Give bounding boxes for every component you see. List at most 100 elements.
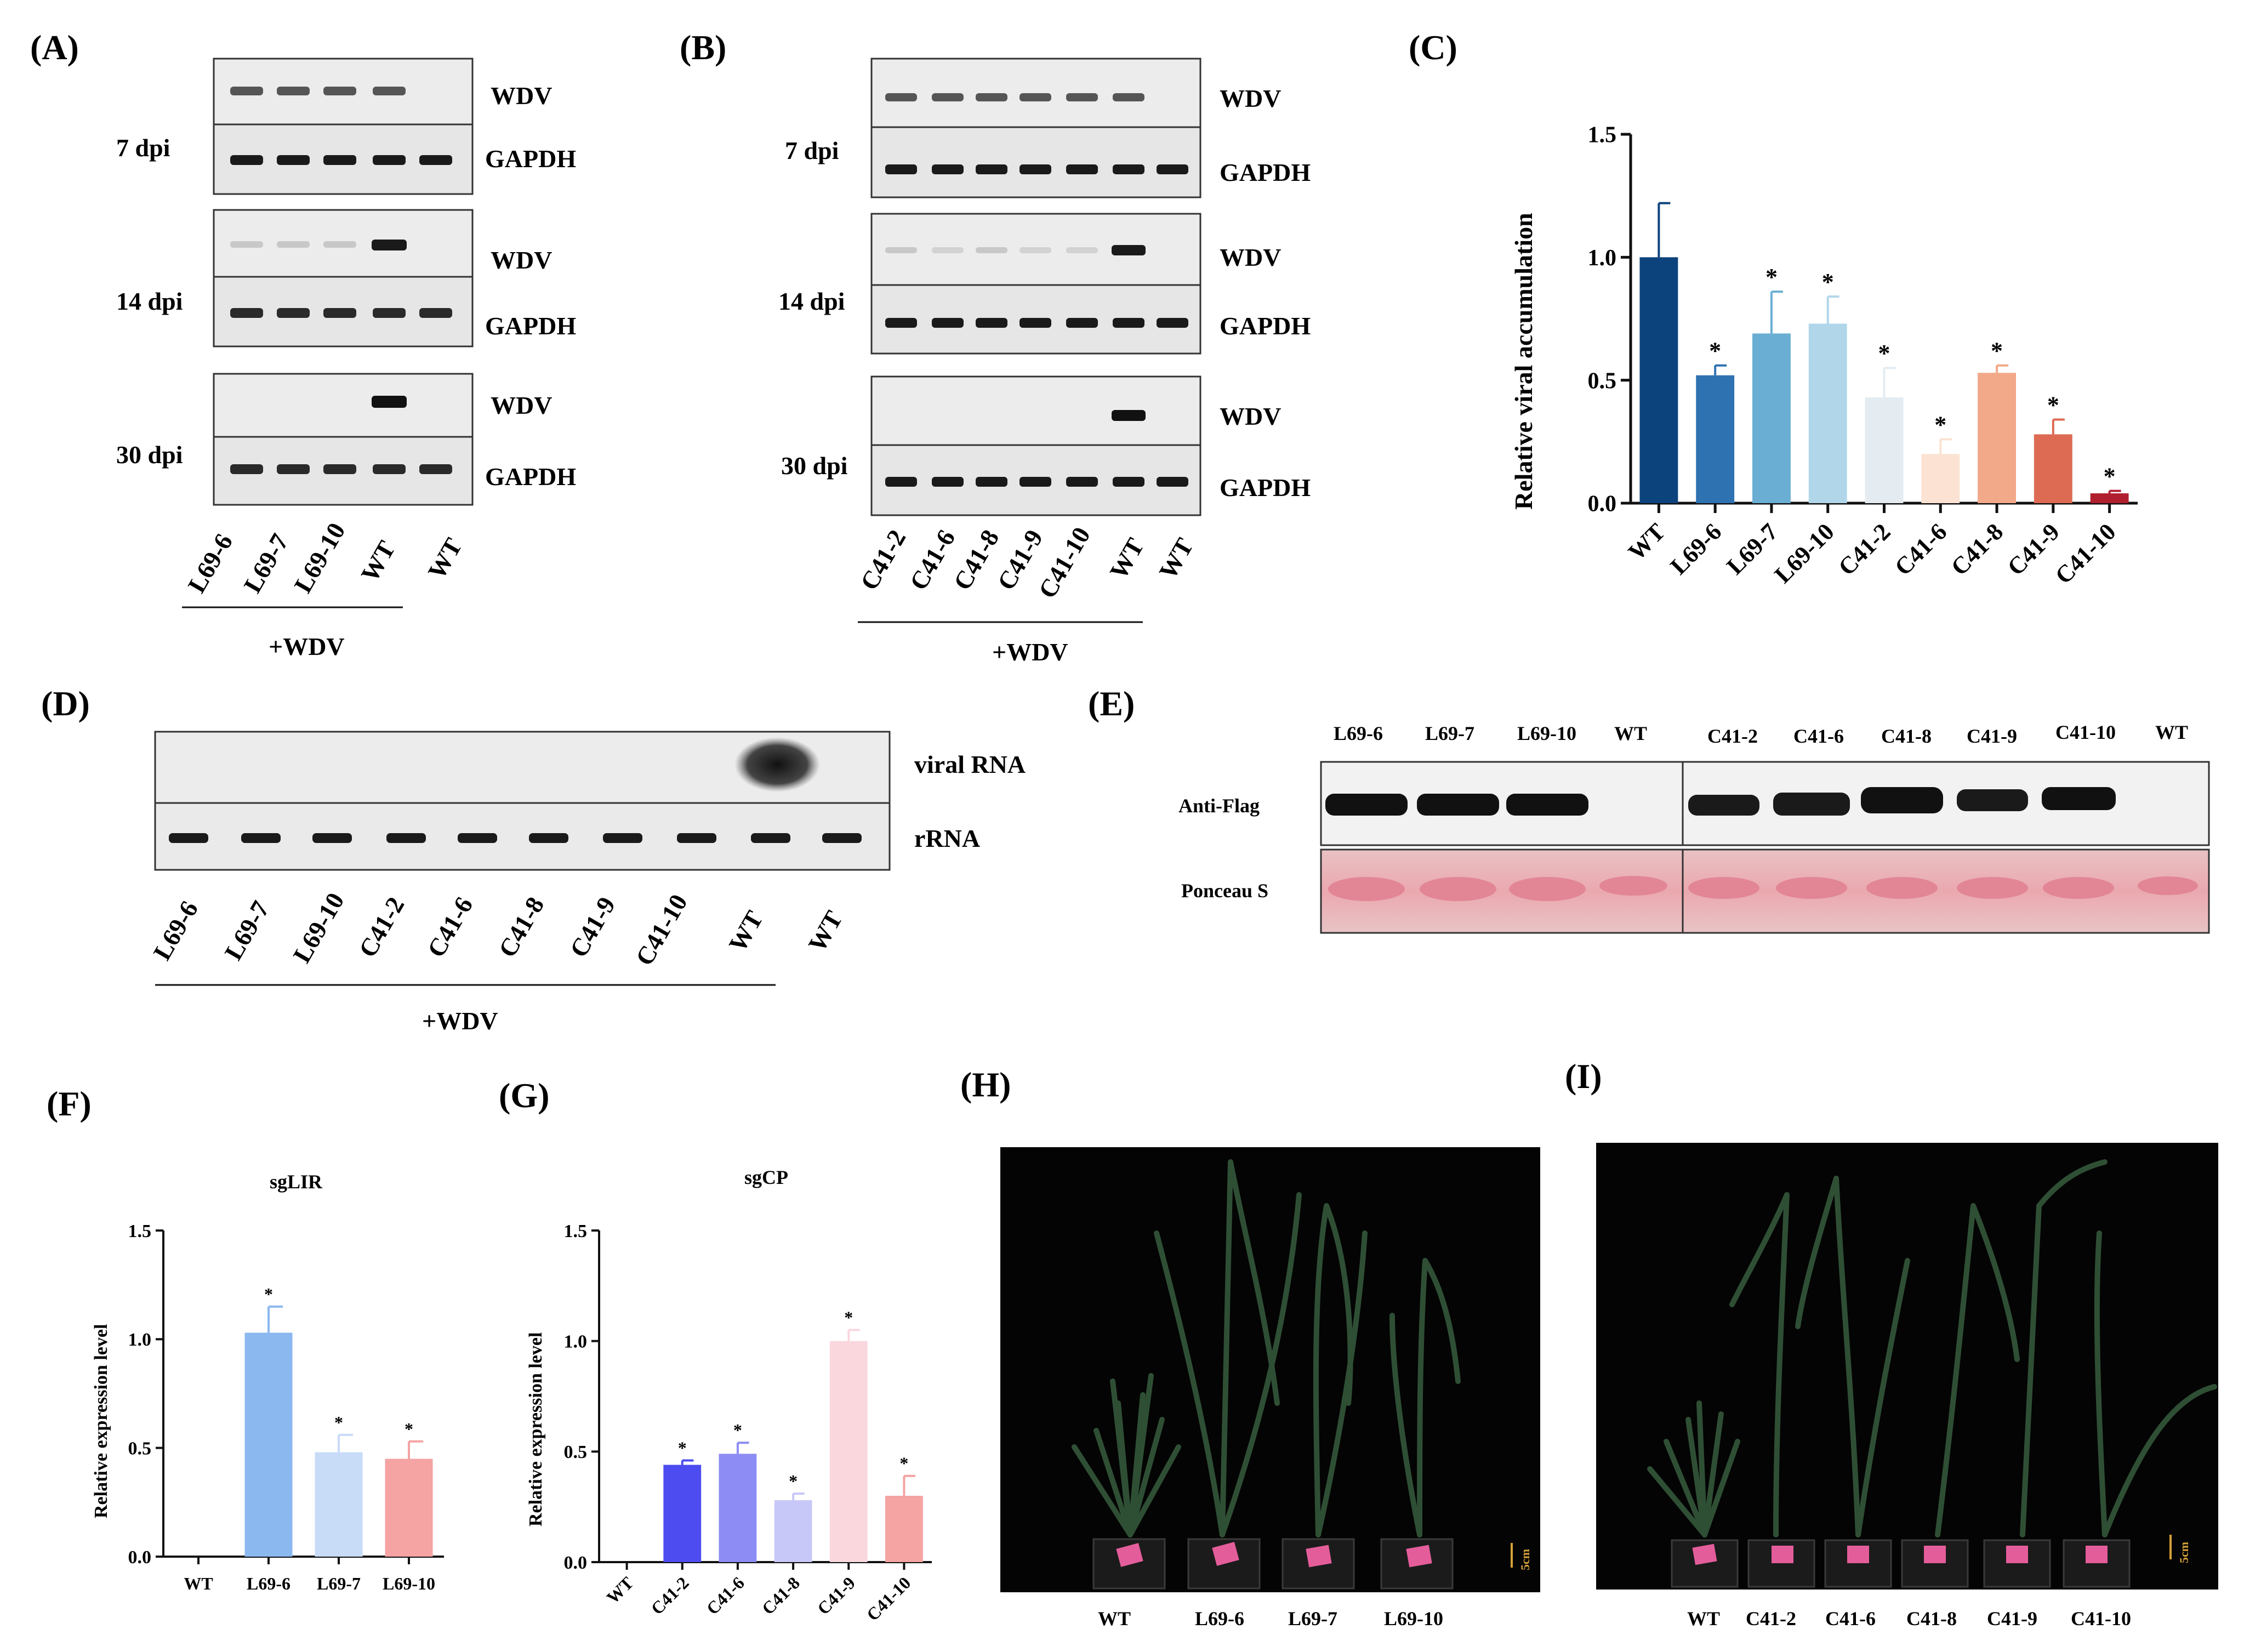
label-b-14dpi: 14 dpi <box>778 287 845 315</box>
significance-star: * <box>264 1284 273 1304</box>
lane-label: L69-7 <box>238 529 294 597</box>
category-label: WT <box>184 1574 213 1593</box>
bands-a-14dpi <box>230 240 452 318</box>
treatment-label: +WDV <box>992 638 1068 666</box>
chart-g-ylabel: Relative expression level <box>526 1332 546 1526</box>
plant-illustration-i <box>1647 1159 2217 1537</box>
y-tick-label: 1.0 <box>1588 246 1617 271</box>
plant-photo-i <box>1596 1143 2218 1590</box>
plant-tags-h <box>1116 1542 1432 1568</box>
plant-label: C41-9 <box>1987 1608 2037 1630</box>
label-b-30dpi-wdv: WDV <box>1220 402 1281 430</box>
category-label: C41-6 <box>1889 518 1952 580</box>
lane-label: WT <box>2155 721 2188 743</box>
plant-illustration-h <box>1072 1159 1461 1537</box>
panel-d: (D) viral RNA rRNA L69-6 L69-7 L69-10 C4… <box>41 684 1026 1035</box>
panel-d-label: (D) <box>41 684 90 723</box>
y-tick-label: 0.5 <box>1588 368 1617 394</box>
panel-e-label: (E) <box>1088 684 1135 723</box>
y-tick-label: 0.0 <box>1588 492 1617 517</box>
label-a-30dpi-wdv: WDV <box>491 391 552 419</box>
bar <box>1752 333 1791 503</box>
chart-g-title: sgCP <box>744 1166 788 1188</box>
lane-label: C41-6 <box>904 525 960 595</box>
treatment-label: +WDV <box>269 633 345 660</box>
lane-label: C41-2 <box>1707 725 1758 747</box>
bar <box>2090 493 2129 503</box>
plant-label: L69-10 <box>1384 1608 1443 1630</box>
lane-label: L69-6 <box>147 896 203 965</box>
lane-label: WT <box>422 533 468 584</box>
significance-star: * <box>1822 269 1834 295</box>
category-label: C41-2 <box>647 1573 692 1618</box>
plant-label: C41-8 <box>1906 1608 1957 1630</box>
panel-f-label: (F) <box>47 1084 92 1123</box>
category-label: WT <box>1623 518 1671 566</box>
label-a-14dpi-wdv: WDV <box>491 246 552 274</box>
lane-label: C41-9 <box>564 892 620 962</box>
chart-f-ylabel: Relative expression level <box>91 1324 111 1518</box>
bar <box>1921 454 1960 503</box>
significance-star: * <box>1991 338 2003 364</box>
blot-e-anti-flag-right <box>1682 761 2210 846</box>
bar <box>1978 373 2016 503</box>
y-tick-label: 1.5 <box>564 1221 588 1241</box>
category-label: C41-6 <box>703 1573 748 1618</box>
y-tick-label: 1.0 <box>564 1332 588 1352</box>
plant-label: C41-6 <box>1825 1608 1876 1630</box>
chart-g: (G) sgCP Relative expression level 0.0 0.… <box>499 1076 932 1625</box>
band-d-viral-rna-wt <box>734 737 820 792</box>
scale-label-h: 5cm <box>1518 1549 1532 1570</box>
bar <box>774 1500 812 1562</box>
lane-label: L69-10 <box>1517 722 1576 744</box>
panel-i: (I) <box>1565 1057 2218 1630</box>
bar <box>1696 375 1735 503</box>
bands-b-14dpi <box>885 245 1188 328</box>
bar <box>244 1332 293 1557</box>
label-b-7dpi-wdv: WDV <box>1220 84 1281 112</box>
category-label: L69-10 <box>1769 518 1839 588</box>
category-label: L69-6 <box>1665 518 1727 579</box>
label-a-7dpi-gapdh: GAPDH <box>485 145 576 173</box>
lane-label: C41-2 <box>855 525 911 595</box>
category-label: C41-8 <box>1946 518 2008 580</box>
scale-label-i: 5cm <box>2177 1542 2191 1563</box>
significance-star: * <box>405 1419 413 1439</box>
lane-label: L69-6 <box>1334 722 1383 744</box>
lane-label: L69-6 <box>182 529 238 597</box>
panel-h: (H) <box>960 1065 1540 1630</box>
significance-star: * <box>789 1471 798 1491</box>
bar <box>1865 397 1904 503</box>
y-tick-label: 0.5 <box>128 1439 152 1459</box>
label-a-14dpi-gapdh: GAPDH <box>485 312 576 340</box>
lane-label: C41-2 <box>353 892 409 962</box>
category-label: C41-10 <box>863 1573 915 1625</box>
lane-label: L69-10 <box>288 518 350 597</box>
bar <box>385 1459 433 1557</box>
panel-g-label: (G) <box>499 1076 549 1115</box>
label-e-ponceau: Ponceau S <box>1181 880 1268 902</box>
bands-a-7dpi <box>230 87 452 165</box>
label-a-14dpi: 14 dpi <box>116 287 183 315</box>
lane-label: C41-6 <box>422 892 478 962</box>
lane-label: C41-10 <box>1033 522 1095 603</box>
significance-star: * <box>2047 391 2059 418</box>
label-a-30dpi: 30 dpi <box>116 441 183 469</box>
lane-label: C41-9 <box>1967 725 2017 747</box>
significance-star: * <box>334 1412 343 1432</box>
chart-c-ylabel: Relative viral accumulation <box>1510 213 1537 510</box>
plant-label: L69-6 <box>1195 1608 1244 1630</box>
panel-b-label: (B) <box>680 28 726 67</box>
chart-f-title: sgLIR <box>270 1171 323 1193</box>
bar <box>663 1465 702 1562</box>
label-b-7dpi-gapdh: GAPDH <box>1220 158 1311 186</box>
blot-e-ponceau-right <box>1682 848 2210 934</box>
significance-star: * <box>899 1454 908 1473</box>
lane-label: WT <box>1153 533 1199 584</box>
category-label: L69-7 <box>317 1574 361 1593</box>
plant-label: C41-2 <box>1746 1608 1796 1630</box>
bar <box>885 1496 923 1562</box>
treatment-label: +WDV <box>422 1007 498 1035</box>
y-tick-label: 0.0 <box>128 1547 152 1568</box>
